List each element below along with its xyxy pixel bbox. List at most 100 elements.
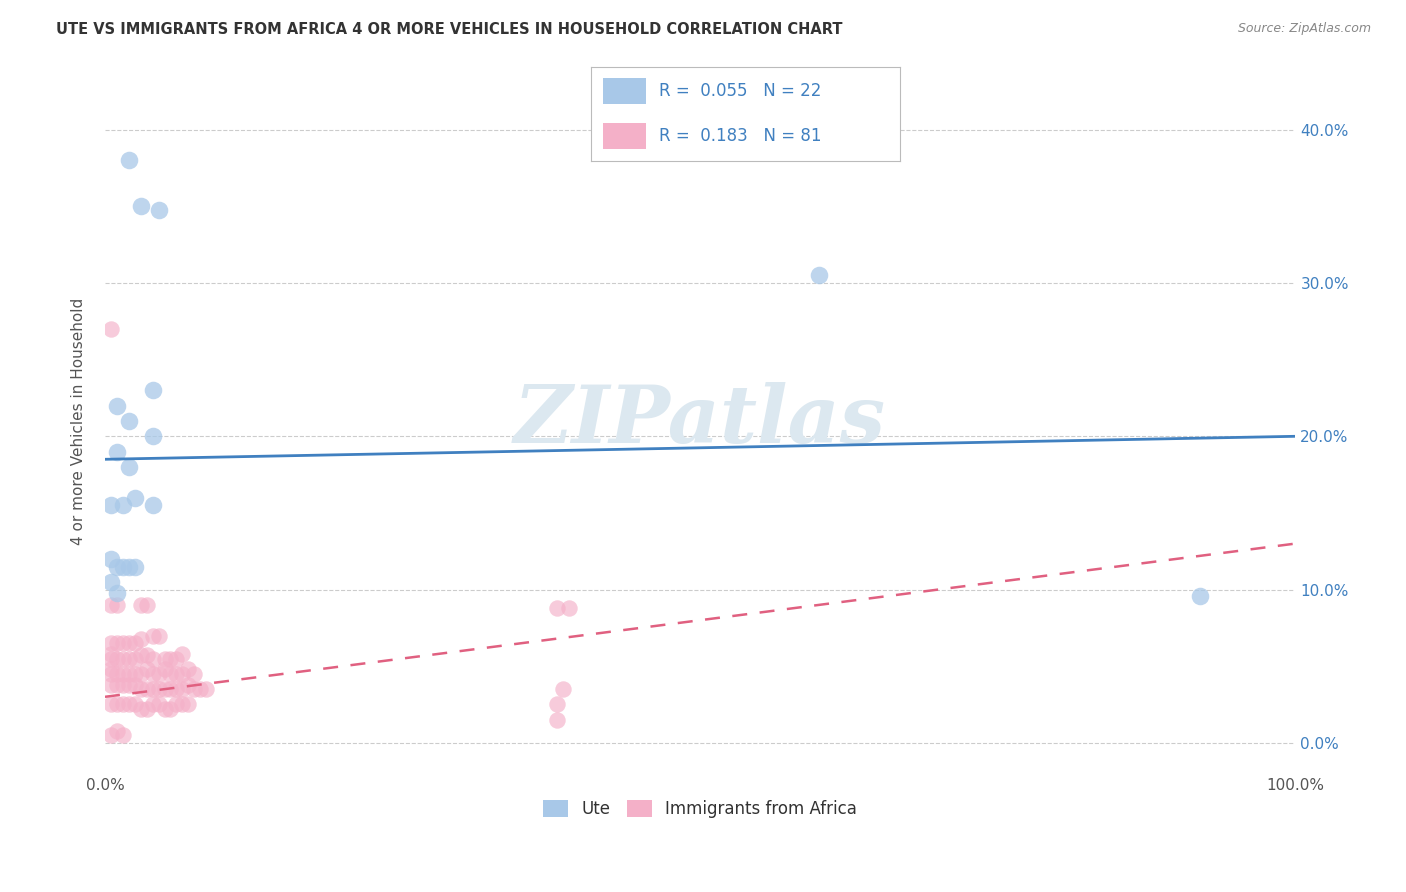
Point xyxy=(142,651,165,665)
Point xyxy=(100,647,122,661)
Point xyxy=(129,648,152,663)
Text: Source: ZipAtlas.com: Source: ZipAtlas.com xyxy=(1237,22,1371,36)
Point xyxy=(553,682,575,697)
Point xyxy=(177,698,200,712)
Point xyxy=(177,677,200,691)
Point xyxy=(148,666,170,681)
Point xyxy=(159,666,181,681)
Point xyxy=(188,682,211,697)
Point xyxy=(142,682,165,697)
Point xyxy=(153,662,176,676)
Point xyxy=(111,498,134,512)
Point xyxy=(1189,589,1212,603)
Point xyxy=(153,702,176,716)
Point xyxy=(111,666,134,681)
Point xyxy=(172,698,194,712)
Point xyxy=(118,677,141,691)
Point xyxy=(165,666,187,681)
Point xyxy=(111,559,134,574)
Point xyxy=(195,682,218,697)
Point xyxy=(100,662,122,676)
Point xyxy=(172,682,194,697)
Point xyxy=(118,651,141,665)
Point xyxy=(105,698,128,712)
Point xyxy=(111,651,134,665)
Point xyxy=(153,682,176,697)
Point xyxy=(172,666,194,681)
Point xyxy=(100,666,122,681)
Point xyxy=(111,636,134,650)
Point xyxy=(111,677,134,691)
Point xyxy=(135,662,157,676)
Point xyxy=(111,698,134,712)
Point xyxy=(118,636,141,650)
Point xyxy=(129,702,152,716)
Point xyxy=(105,444,128,458)
Text: R =  0.183   N = 81: R = 0.183 N = 81 xyxy=(658,128,821,145)
Point xyxy=(100,598,122,612)
Point xyxy=(100,574,122,589)
Point xyxy=(118,153,141,168)
Point xyxy=(124,698,146,712)
Point xyxy=(118,666,141,681)
Point xyxy=(165,651,187,665)
Bar xyxy=(603,123,647,149)
Point xyxy=(159,682,181,697)
Point xyxy=(111,728,134,742)
Point xyxy=(558,601,581,615)
Point xyxy=(105,636,128,650)
Point xyxy=(183,666,205,681)
Point xyxy=(100,636,122,650)
Point xyxy=(142,666,165,681)
Point xyxy=(148,698,170,712)
Point xyxy=(100,698,122,712)
Point xyxy=(105,666,128,681)
Point xyxy=(118,414,141,428)
Legend: Ute, Immigrants from Africa: Ute, Immigrants from Africa xyxy=(537,794,865,825)
Point xyxy=(159,702,181,716)
Text: ZIPatlas: ZIPatlas xyxy=(515,383,886,459)
Point xyxy=(100,322,122,336)
Point xyxy=(135,682,157,697)
Point xyxy=(100,498,122,512)
Point xyxy=(118,698,141,712)
Point xyxy=(124,491,146,505)
Point xyxy=(100,728,122,742)
Point xyxy=(135,648,157,663)
Point xyxy=(135,598,157,612)
Point xyxy=(129,598,152,612)
Point xyxy=(546,698,568,712)
Point xyxy=(118,459,141,474)
Point xyxy=(105,559,128,574)
Point xyxy=(172,647,194,661)
Point xyxy=(124,559,146,574)
Point xyxy=(124,651,146,665)
Text: UTE VS IMMIGRANTS FROM AFRICA 4 OR MORE VEHICLES IN HOUSEHOLD CORRELATION CHART: UTE VS IMMIGRANTS FROM AFRICA 4 OR MORE … xyxy=(56,22,842,37)
Point xyxy=(100,651,122,665)
Point xyxy=(105,399,128,413)
Point xyxy=(100,677,122,691)
Point xyxy=(105,651,128,665)
Y-axis label: 4 or more Vehicles in Household: 4 or more Vehicles in Household xyxy=(72,297,86,545)
Point xyxy=(129,666,152,681)
Point xyxy=(100,552,122,566)
Point xyxy=(118,559,141,574)
Point xyxy=(124,677,146,691)
Bar xyxy=(603,78,647,104)
Point xyxy=(142,429,165,443)
Point xyxy=(129,199,152,213)
Point xyxy=(546,601,568,615)
Point xyxy=(124,636,146,650)
Point xyxy=(105,598,128,612)
Point xyxy=(148,628,170,642)
Point xyxy=(105,677,128,691)
Point xyxy=(148,682,170,697)
Point xyxy=(142,628,165,642)
Point xyxy=(153,651,176,665)
Point xyxy=(105,723,128,738)
Point xyxy=(124,666,146,681)
Point xyxy=(165,698,187,712)
Point xyxy=(183,682,205,697)
Point xyxy=(808,268,831,283)
Point xyxy=(129,682,152,697)
